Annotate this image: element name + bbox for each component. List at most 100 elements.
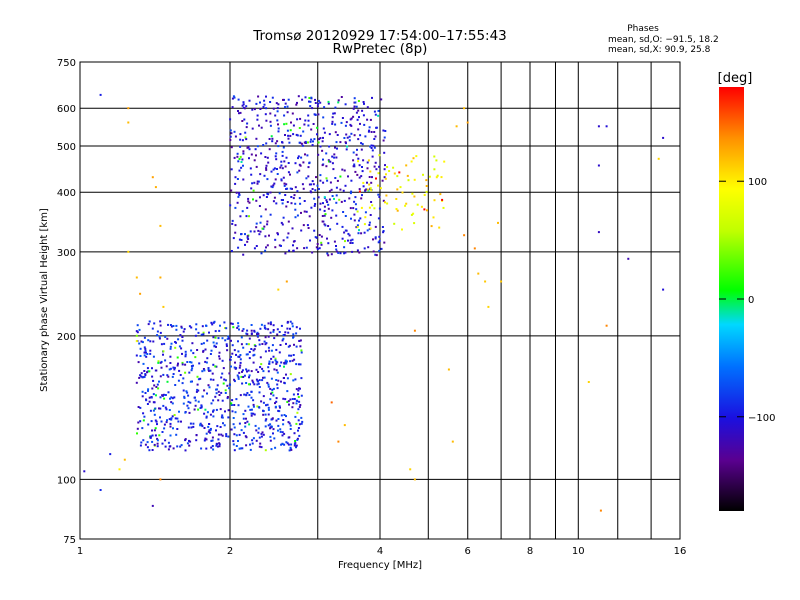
echo-point (370, 201, 373, 203)
echo-point (264, 336, 267, 339)
echo-point (284, 360, 287, 363)
echo-point (248, 157, 250, 160)
echo-point (282, 216, 285, 219)
echo-point (270, 349, 273, 352)
echo-point (235, 367, 238, 370)
echo-point (339, 175, 342, 178)
echo-point (300, 422, 303, 425)
echo-point (241, 369, 244, 372)
echo-point (244, 233, 246, 236)
echo-point (269, 120, 272, 123)
echo-point (284, 359, 287, 362)
echo-point (275, 348, 278, 351)
echo-point (250, 390, 253, 393)
echo-point (276, 387, 279, 390)
echo-point (377, 114, 380, 117)
echo-point (118, 468, 121, 471)
echo-point (255, 154, 257, 157)
echo-point (253, 383, 256, 386)
echo-point (138, 342, 141, 345)
echo-point (383, 151, 386, 154)
echo-point (151, 375, 154, 378)
echo-point (258, 406, 261, 409)
echo-point (296, 437, 299, 440)
echo-point (296, 118, 299, 121)
echo-point (156, 383, 159, 386)
echo-point (207, 384, 210, 387)
echo-point (283, 123, 286, 126)
echo-point (277, 123, 279, 126)
echo-point (401, 191, 404, 194)
echo-point (172, 325, 175, 327)
echo-point (139, 347, 142, 350)
echo-point (271, 140, 274, 143)
echo-point (158, 380, 160, 383)
echo-point (278, 405, 281, 408)
echo-point (138, 376, 141, 379)
echo-point (302, 161, 305, 164)
echo-point (135, 354, 138, 357)
echo-point (315, 176, 317, 179)
echo-point (291, 227, 294, 230)
echo-point (284, 165, 287, 168)
echo-point (181, 382, 184, 385)
echo-point (262, 194, 265, 197)
echo-point (294, 440, 297, 442)
echo-point (435, 176, 438, 179)
echo-point (327, 225, 330, 227)
echo-point (296, 247, 299, 250)
echo-point (215, 408, 218, 411)
echo-point (275, 202, 278, 205)
echo-point (299, 345, 302, 348)
echo-point (296, 190, 299, 193)
echo-point (237, 376, 240, 379)
echo-point (442, 206, 445, 209)
echo-point (238, 194, 241, 196)
echo-point (151, 440, 154, 443)
echo-point (298, 406, 301, 408)
echo-point (280, 244, 282, 247)
echo-point (237, 195, 240, 198)
echo-point (396, 188, 399, 191)
echo-point (262, 433, 265, 436)
echo-point (322, 181, 325, 184)
echo-point (350, 132, 353, 135)
echo-point (201, 325, 204, 328)
echo-point (229, 118, 232, 121)
echo-point (322, 202, 324, 205)
echo-point (139, 374, 142, 377)
echo-point (151, 176, 154, 179)
echo-point (173, 368, 176, 371)
echo-point (162, 305, 165, 308)
echo-point (187, 407, 190, 410)
echo-point (279, 364, 281, 367)
echo-point (322, 158, 324, 161)
echo-point (328, 190, 331, 193)
echo-point (301, 98, 304, 101)
echo-point (214, 365, 217, 368)
echo-point (189, 422, 192, 425)
echo-point (262, 370, 265, 373)
echo-point (413, 178, 416, 181)
echo-point (406, 174, 409, 177)
echo-point (295, 133, 298, 136)
echo-point (248, 394, 251, 396)
echo-point (166, 374, 169, 377)
echo-point (200, 447, 203, 450)
echo-point (144, 392, 147, 394)
echo-point (343, 424, 346, 427)
echo-point (263, 324, 266, 327)
echo-point (353, 105, 356, 108)
echo-point (209, 378, 212, 381)
echo-point (662, 288, 665, 291)
echo-point (242, 346, 245, 349)
echo-point (277, 233, 279, 236)
y-tick-label: 400 (57, 188, 76, 199)
echo-point (280, 324, 283, 327)
echo-point (250, 396, 253, 399)
echo-point (165, 365, 168, 368)
echo-point (250, 412, 253, 415)
echo-point (143, 354, 146, 357)
echo-point (259, 173, 262, 176)
